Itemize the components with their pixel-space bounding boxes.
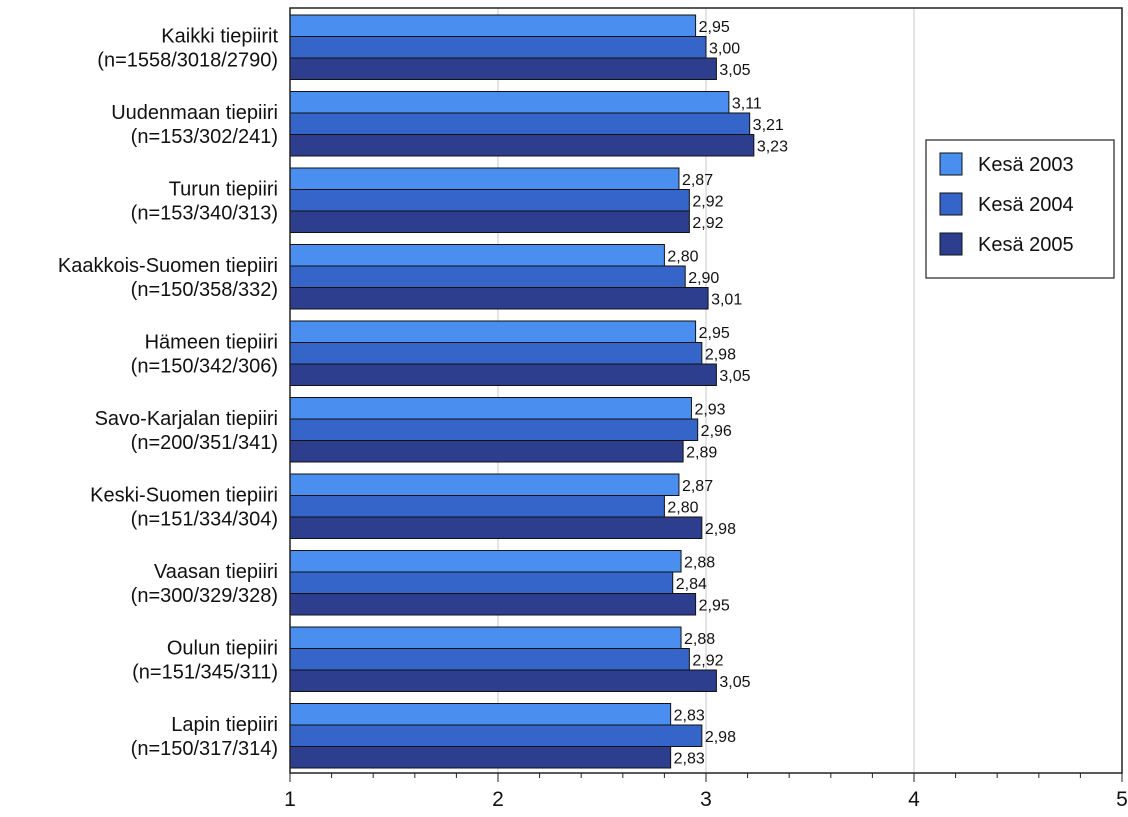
bar (289, 746, 672, 769)
bar (289, 703, 672, 726)
bar (289, 669, 717, 692)
bar (289, 440, 684, 463)
bar (289, 648, 690, 671)
bar (289, 626, 682, 649)
bar (289, 320, 697, 343)
bar-value-label: 2,95 (699, 19, 730, 36)
bar (289, 418, 699, 441)
bar-value-label: 2,96 (701, 423, 732, 440)
category-label: (n=150/342/306) (131, 355, 278, 377)
bar-value-label: 2,88 (684, 631, 715, 648)
value-labels: 2,95 3,00 3,05 3,11 3,21 3,23 2,87 2,92 2,92 2,80… (667, 19, 788, 768)
legend-label: Kesä 2005 (978, 234, 1074, 256)
bar-value-label: 3,11 (732, 95, 762, 112)
x-tick-label: 2 (492, 788, 504, 811)
category-label: Lapin tiepiiri (171, 714, 278, 736)
bar-value-label: 2,98 (705, 521, 736, 538)
category-label: (n=1558/3018/2790) (97, 49, 278, 71)
bar-value-label: 3,01 (711, 291, 742, 308)
category-label: Uudenmaan tiepiiri (111, 102, 278, 124)
category-label: (n=300/329/328) (131, 585, 278, 607)
bar-value-label: 2,89 (686, 444, 717, 461)
legend: Kesä 2003 Kesä 2004 Kesä 2005 (925, 139, 1115, 279)
bar (289, 36, 707, 59)
bar (289, 57, 717, 80)
category-label: (n=153/302/241) (131, 126, 278, 148)
bar (289, 495, 665, 518)
bar (289, 342, 703, 365)
bar-value-label: 3,05 (719, 368, 750, 385)
bar (289, 397, 692, 420)
bar (289, 134, 755, 157)
bar-value-label: 2,84 (676, 576, 707, 593)
x-tick-label: 5 (1116, 788, 1128, 811)
bar (289, 724, 703, 747)
category-label: (n=153/340/313) (131, 202, 278, 224)
legend-label: Kesä 2003 (978, 154, 1074, 176)
x-axis: 1 2 3 4 5 (284, 773, 1128, 811)
legend-swatch (939, 232, 963, 256)
legend-swatch (939, 192, 963, 216)
category-label: Oulun tiepiiri (167, 637, 278, 659)
x-tick-label: 4 (908, 788, 920, 811)
x-tick-label: 1 (284, 788, 296, 811)
bar (289, 189, 690, 212)
bar-value-label: 2,87 (682, 172, 713, 189)
bar (289, 265, 686, 288)
bar-value-label: 2,80 (667, 499, 698, 516)
bar (289, 473, 680, 496)
category-label: Hämeen tiepiiri (145, 331, 278, 353)
bar-value-label: 3,23 (757, 138, 788, 155)
bar-value-label: 2,87 (682, 478, 713, 495)
bar (289, 593, 697, 616)
legend-label: Kesä 2004 (978, 194, 1074, 216)
category-label: (n=151/334/304) (131, 508, 278, 530)
bar-value-label: 3,21 (753, 117, 784, 134)
bar-value-label: 2,95 (699, 597, 730, 614)
bar (289, 287, 709, 310)
bar (289, 571, 674, 594)
category-label: (n=150/317/314) (131, 738, 278, 760)
category-label: Keski-Suomen tiepiiri (90, 484, 278, 506)
bar-value-label: 3,00 (709, 40, 740, 57)
category-label: (n=151/345/311) (132, 661, 278, 683)
bar (289, 244, 665, 267)
bar-value-label: 2,90 (688, 270, 719, 287)
bar-value-label: 2,95 (699, 325, 730, 342)
bar-value-label: 2,92 (692, 215, 723, 232)
bar (289, 516, 703, 539)
bar (289, 363, 717, 386)
x-tick-label: 3 (700, 788, 712, 811)
category-label: Kaakkois-Suomen tiepiiri (58, 255, 278, 277)
bar-value-label: 2,83 (674, 750, 705, 767)
category-label: Vaasan tiepiiri (154, 561, 278, 583)
bar (289, 210, 690, 233)
plot-frame (289, 7, 1123, 774)
bar-value-label: 2,80 (667, 248, 698, 265)
bar (289, 167, 680, 190)
bar-value-label: 3,05 (719, 674, 750, 691)
bar (289, 14, 697, 37)
bar-value-label: 3,05 (719, 62, 750, 79)
bar-value-label: 2,92 (692, 193, 723, 210)
bar (289, 112, 751, 135)
bar (289, 550, 682, 573)
bar-value-label: 2,88 (684, 554, 715, 571)
legend-swatch (939, 152, 963, 176)
category-labels: Kaikki tiepiirit(n=1558/3018/2790) Uudenm… (58, 25, 279, 760)
bar-value-label: 2,98 (705, 346, 736, 363)
bars (289, 14, 755, 769)
bar-value-label: 2,93 (694, 401, 725, 418)
category-label: Savo-Karjalan tiepiiri (95, 408, 278, 430)
category-label: (n=150/358/332) (131, 279, 278, 301)
bar-value-label: 2,83 (674, 707, 705, 724)
bar (289, 91, 730, 114)
category-label: Kaikki tiepiirit (161, 25, 278, 47)
bar-value-label: 2,98 (705, 729, 736, 746)
category-label: (n=200/351/341) (131, 432, 278, 454)
category-label: Turun tiepiiri (169, 178, 278, 200)
bar-value-label: 2,92 (692, 652, 723, 669)
